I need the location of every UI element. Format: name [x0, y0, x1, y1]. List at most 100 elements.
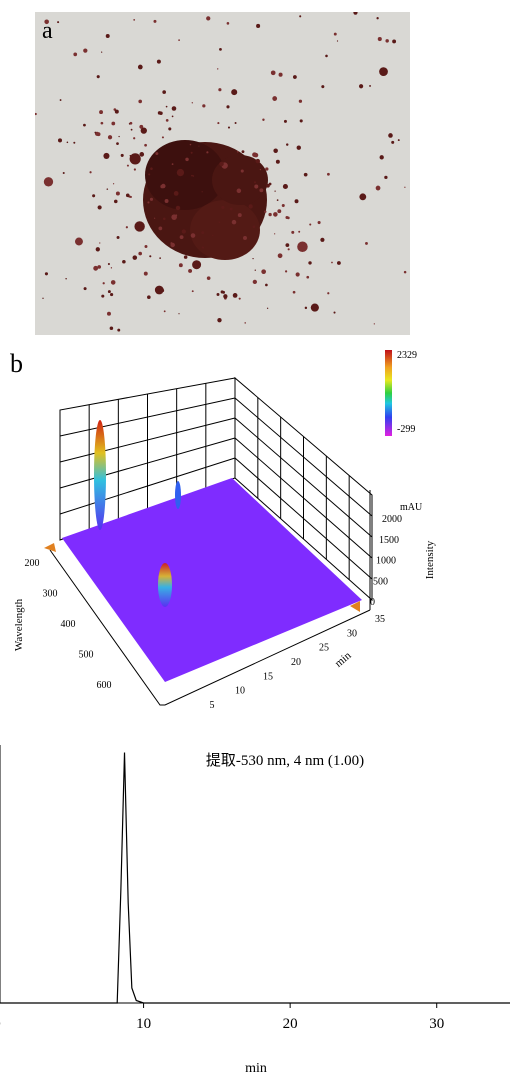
speck — [272, 96, 277, 101]
speck — [192, 260, 201, 269]
speck — [311, 304, 319, 312]
speck — [325, 55, 328, 58]
tick-label: 600 — [97, 680, 112, 691]
speck — [299, 100, 302, 103]
speck — [93, 266, 98, 271]
speck — [141, 127, 147, 133]
x-tick-label: 0 — [0, 1016, 1, 1032]
speck — [288, 248, 290, 250]
speck — [111, 280, 116, 285]
speck — [226, 105, 229, 108]
speck — [126, 226, 128, 228]
speck — [268, 213, 271, 216]
speck — [99, 110, 103, 114]
speck — [177, 169, 184, 176]
speck — [178, 313, 179, 314]
speck — [108, 135, 112, 139]
speck — [285, 243, 289, 247]
speck — [284, 120, 287, 123]
speck — [101, 295, 104, 298]
speck — [166, 119, 169, 122]
speck — [191, 233, 196, 238]
speck — [296, 272, 300, 276]
tick-label: 25 — [319, 643, 329, 654]
speck — [231, 89, 237, 95]
speck — [201, 231, 204, 234]
speck — [285, 216, 288, 219]
speck — [172, 115, 174, 117]
speck — [227, 22, 230, 25]
speck — [73, 53, 77, 57]
speck — [365, 242, 368, 245]
speck — [84, 287, 87, 290]
figure: a b 2329 -299 Wavelength min Intensity m… — [0, 0, 510, 1083]
speck — [133, 255, 138, 260]
speck — [256, 159, 260, 163]
speck — [111, 122, 115, 126]
speck — [138, 65, 143, 70]
speck — [101, 52, 102, 53]
tick-label: 5 — [210, 700, 215, 711]
peak — [175, 481, 181, 509]
tick-label: 1500 — [379, 535, 399, 546]
speck — [193, 175, 195, 177]
peak — [94, 420, 106, 530]
speck — [180, 235, 184, 239]
speck — [83, 48, 87, 52]
speck — [212, 235, 214, 237]
speck — [162, 136, 164, 138]
speck — [239, 298, 241, 300]
speck — [144, 144, 147, 147]
speck — [133, 19, 135, 21]
speck — [99, 242, 100, 243]
speck — [334, 33, 337, 36]
speck — [219, 48, 222, 51]
speck — [163, 217, 166, 220]
speck — [242, 150, 245, 153]
speck — [154, 218, 155, 219]
speck — [191, 152, 193, 154]
speck — [277, 209, 281, 213]
speck — [188, 269, 192, 273]
speck — [192, 102, 193, 103]
speck — [126, 194, 130, 198]
speck — [249, 204, 253, 208]
speck — [149, 255, 151, 257]
speck — [297, 241, 308, 252]
speck — [235, 122, 237, 124]
speck — [83, 124, 86, 127]
tick-label: 10 — [235, 686, 245, 697]
speck — [42, 298, 43, 299]
speck — [337, 40, 338, 41]
speck — [217, 68, 218, 69]
speck — [384, 176, 387, 179]
speck — [277, 199, 279, 201]
photo — [35, 11, 410, 335]
speck — [44, 177, 53, 186]
speck — [178, 39, 180, 41]
speck — [243, 236, 247, 240]
speck — [293, 75, 297, 79]
speck — [117, 329, 120, 332]
speck — [174, 191, 179, 196]
speck — [207, 276, 211, 280]
speck — [45, 272, 48, 275]
speck — [267, 308, 268, 309]
speck — [298, 231, 300, 233]
speck — [130, 122, 133, 125]
speck — [309, 223, 311, 225]
axis-label: min — [333, 649, 354, 670]
speck — [264, 210, 266, 212]
speck — [230, 207, 233, 210]
speck — [159, 257, 161, 259]
speck — [60, 99, 62, 101]
speck — [285, 270, 287, 272]
speck — [304, 173, 308, 177]
tick-label: 15 — [263, 671, 273, 682]
colorbar-min: -299 — [397, 424, 415, 435]
speck — [265, 167, 268, 170]
speck — [308, 261, 311, 264]
speck — [318, 221, 321, 224]
speck — [237, 151, 239, 153]
speck — [164, 310, 166, 312]
